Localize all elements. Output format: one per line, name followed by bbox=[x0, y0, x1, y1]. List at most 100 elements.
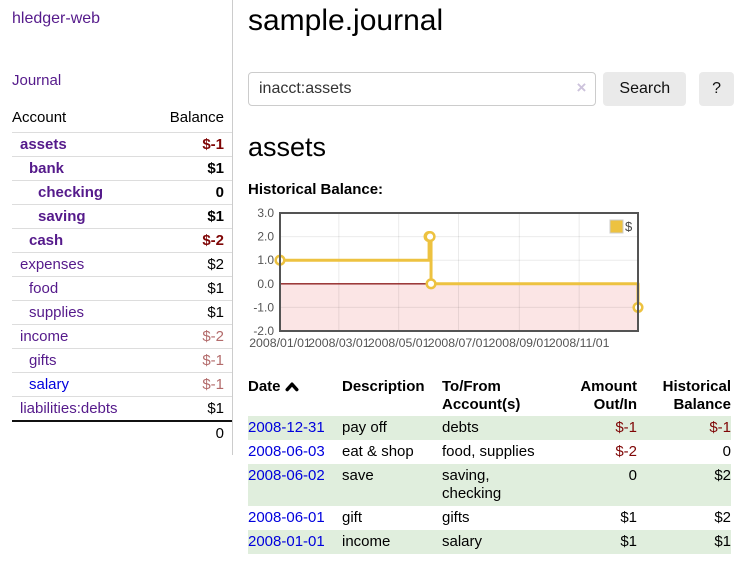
amount-column-header: Amount Out/In bbox=[580, 378, 637, 413]
account-row: supplies $1 bbox=[12, 300, 232, 325]
chart-section-label: Historical Balance: bbox=[248, 181, 384, 198]
clear-search-icon[interactable]: × bbox=[576, 78, 587, 97]
transaction-row: 2008-06-02 save saving, checking 0 $2 bbox=[248, 464, 731, 506]
x-axis-tick-label: 2008/07/01 bbox=[428, 336, 490, 350]
account-row: bank $1 bbox=[12, 156, 232, 181]
account-link-assets[interactable]: assets bbox=[20, 136, 67, 153]
x-axis-tick-label: 2008/11/01 bbox=[549, 336, 610, 350]
register-table: Date Description To/From Account(s) Amou… bbox=[248, 376, 731, 554]
account-name-cell: assets bbox=[12, 132, 162, 157]
transaction-amount: 0 bbox=[628, 467, 637, 484]
transaction-accounts: saving, checking bbox=[442, 467, 502, 502]
account-link-food[interactable]: food bbox=[29, 280, 59, 297]
transaction-balance: $2 bbox=[714, 467, 731, 484]
account-link-cash[interactable]: cash bbox=[29, 232, 64, 249]
account-balance: $-1 bbox=[161, 132, 232, 157]
transaction-balance: $2 bbox=[714, 509, 731, 526]
account-link-expenses[interactable]: expenses bbox=[20, 256, 85, 273]
help-button[interactable]: ? bbox=[699, 72, 734, 106]
transaction-balance: 0 bbox=[722, 443, 731, 460]
sort-ascending-icon bbox=[285, 382, 299, 392]
main-content: sample.journal × Search ? assets Histori… bbox=[233, 0, 742, 570]
account-heading: assets bbox=[248, 132, 327, 162]
account-row: liabilities:debts $1 bbox=[12, 396, 232, 421]
accounts-total-row: 0 bbox=[12, 420, 232, 445]
register-header-row: Date Description To/From Account(s) Amou… bbox=[248, 376, 731, 416]
sidebar: hledger-web Journal Account Balance asse… bbox=[0, 0, 233, 455]
transaction-date-link[interactable]: 2008-06-01 bbox=[248, 509, 325, 526]
transaction-date-link[interactable]: 2008-12-31 bbox=[248, 419, 325, 436]
balance-chart-canvas: $3.0 2.0 1.0 0.0 -1.0 -2.02008/01/012008/03/0… bbox=[249, 206, 644, 350]
account-name-cell: food bbox=[12, 276, 162, 301]
account-balance: $1 bbox=[161, 276, 232, 301]
account-name-cell: checking bbox=[12, 180, 162, 205]
data-point-marker bbox=[425, 278, 437, 290]
account-balance: $1 bbox=[161, 300, 232, 325]
account-link-liabilities-debts[interactable]: liabilities:debts bbox=[20, 400, 118, 417]
tofrom-column-header: To/From Account(s) bbox=[442, 378, 521, 413]
date-column-header: Date bbox=[248, 376, 342, 416]
account-balance: $-1 bbox=[161, 348, 232, 373]
account-name-cell: gifts bbox=[12, 348, 162, 373]
page: hledger-web Journal Account Balance asse… bbox=[0, 0, 742, 570]
transaction-accounts: debts bbox=[442, 419, 479, 436]
x-axis-tick-label: 2008/09/01 bbox=[489, 336, 551, 350]
account-link-bank[interactable]: bank bbox=[29, 160, 65, 177]
accounts-table-body: assets $-1 bank $1 checking 0 saving $1 cash $-2 e… bbox=[12, 132, 232, 421]
account-name-cell: salary bbox=[12, 372, 162, 397]
transaction-date-link[interactable]: 2008-01-01 bbox=[248, 533, 325, 550]
transaction-date-cell: 2008-06-03 bbox=[248, 440, 342, 464]
account-link-gifts[interactable]: gifts bbox=[29, 352, 57, 369]
account-row: food $1 bbox=[12, 276, 232, 301]
y-axis-tick-label: 1.0 bbox=[257, 253, 274, 267]
account-balance: $-2 bbox=[161, 324, 232, 349]
transaction-accounts: gifts bbox=[442, 509, 470, 526]
account-name-cell: saving bbox=[12, 204, 162, 229]
sidebar-item-journal[interactable]: Journal bbox=[12, 72, 62, 89]
account-link-saving[interactable]: saving bbox=[38, 208, 86, 225]
transaction-date-cell: 2008-06-01 bbox=[248, 506, 342, 530]
accounts-table-header: Account Balance bbox=[12, 105, 232, 133]
transaction-amount: $-1 bbox=[615, 419, 637, 436]
account-link-supplies[interactable]: supplies bbox=[29, 304, 85, 321]
transaction-date-link[interactable]: 2008-06-02 bbox=[248, 467, 325, 484]
account-name-cell: liabilities:debts bbox=[12, 396, 162, 421]
account-row: checking 0 bbox=[12, 180, 232, 205]
transaction-row: 2008-06-03 eat & shop food, supplies $-2 0 bbox=[248, 440, 731, 464]
data-point-marker bbox=[424, 231, 436, 243]
search-button[interactable]: Search bbox=[603, 72, 687, 106]
y-axis-tick-label: -1.0 bbox=[253, 300, 274, 314]
account-link-income[interactable]: income bbox=[20, 328, 69, 345]
transaction-date-link[interactable]: 2008-06-03 bbox=[248, 443, 325, 460]
plot-border bbox=[279, 212, 639, 332]
transaction-description: gift bbox=[342, 509, 363, 526]
x-axis-tick-label: 2008/05/01 bbox=[368, 336, 430, 350]
account-link-salary[interactable]: salary bbox=[29, 376, 70, 393]
y-axis-tick-label: 3.0 bbox=[257, 208, 274, 220]
description-column-header: Description bbox=[342, 378, 425, 395]
transaction-amount: $1 bbox=[620, 533, 637, 550]
accounts-total-value: 0 bbox=[161, 420, 232, 445]
search-input[interactable] bbox=[248, 72, 597, 106]
account-row: cash $-2 bbox=[12, 228, 232, 253]
account-link-checking[interactable]: checking bbox=[38, 184, 104, 201]
register-table-body: 2008-12-31 pay off debts $-1 $-1 2008-06-03 ea… bbox=[248, 416, 731, 554]
transaction-row: 2008-12-31 pay off debts $-1 $-1 bbox=[248, 416, 731, 440]
transaction-amount: $-2 bbox=[615, 443, 637, 460]
transaction-date-cell: 2008-01-01 bbox=[248, 530, 342, 554]
transaction-balance: $1 bbox=[714, 533, 731, 550]
app-brand-link[interactable]: hledger-web bbox=[12, 10, 101, 27]
page-title: sample.journal bbox=[248, 4, 444, 37]
legend-swatch bbox=[609, 219, 624, 234]
negative-region bbox=[280, 283, 638, 331]
account-balance: $2 bbox=[161, 252, 232, 277]
balance-column-header-register: Historical Balance bbox=[662, 378, 731, 413]
transaction-date-cell: 2008-06-02 bbox=[248, 464, 342, 506]
transaction-accounts: food, supplies bbox=[442, 443, 535, 460]
account-name-cell: expenses bbox=[12, 252, 162, 277]
accounts-total-spacer bbox=[12, 420, 162, 445]
y-axis-tick-label: -2.0 bbox=[253, 324, 274, 338]
historical-balance-chart: $3.0 2.0 1.0 0.0 -1.0 -2.0 2008/01/01 2008/03/0… bbox=[248, 206, 734, 354]
transaction-balance: $-1 bbox=[709, 419, 731, 436]
y-axis-tick-label: 0.0 bbox=[257, 277, 274, 291]
